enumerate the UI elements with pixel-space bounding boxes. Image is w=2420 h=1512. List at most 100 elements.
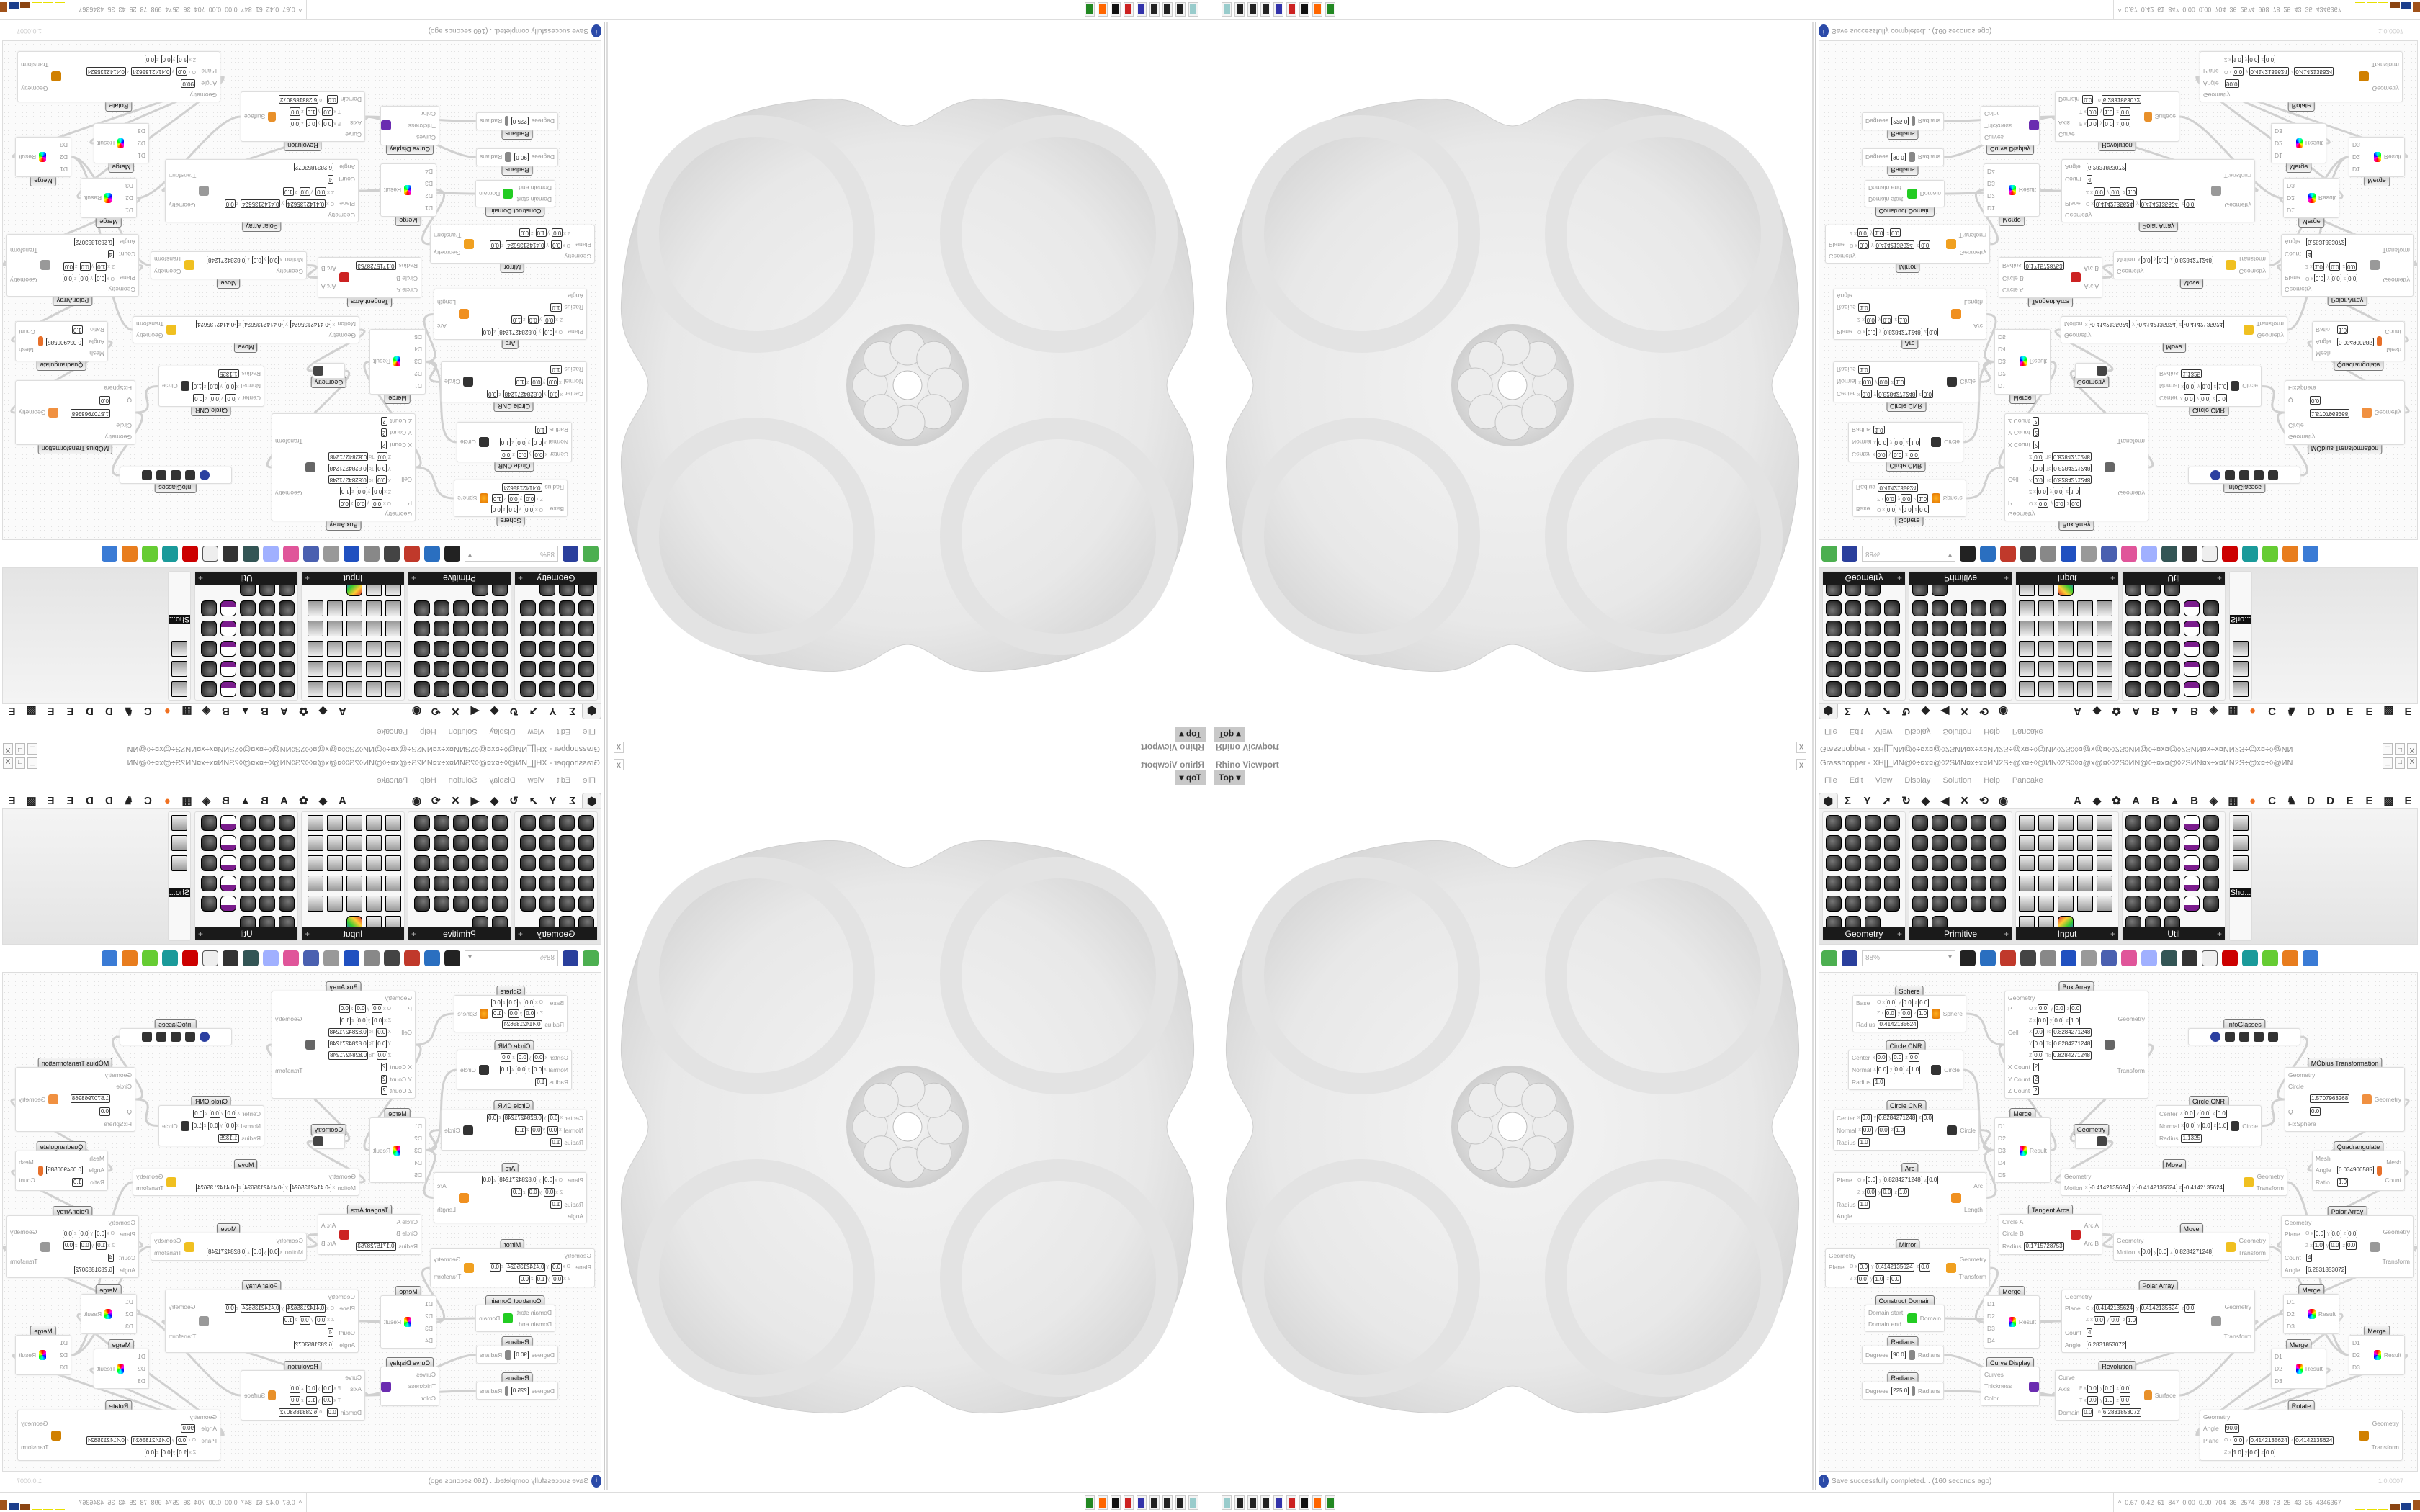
input-param[interactable]: Angle 6.2831853072 [2065,163,2208,172]
component-move[interactable]: Geometry Motion x -0.4142135624 y -0.41421356… [2061,316,2287,343]
value-field[interactable]: y 0.0 [1899,505,1913,514]
menu-item-display[interactable]: Display [489,776,516,785]
output-param[interactable]: Mesh [19,346,34,354]
value-field[interactable]: z 1.0 [514,377,529,387]
component-icon[interactable] [2203,661,2219,677]
tab-13[interactable]: D [2326,794,2334,807]
component-icon[interactable] [327,896,343,912]
expand-icon[interactable]: + [518,573,524,583]
input-param[interactable]: D2 [1998,1135,2017,1142]
new-document-icon[interactable] [1821,950,1837,966]
menu-item-help[interactable]: Help [1984,727,2000,736]
value-field[interactable]: Z x 1.0 [2305,261,2324,271]
component-icon[interactable] [2077,855,2093,871]
value-field[interactable]: z 0.0 [290,107,304,116]
value-field[interactable]: y 0.8284271248 [503,390,546,399]
value-field[interactable]: x 0.0 [532,1065,547,1074]
value-input[interactable]: 0.0 [251,255,263,264]
component-polar-array[interactable]: Geometry Plane O x 0.4142135624 y 0.414213562… [165,1290,359,1353]
value-input[interactable]: 0.0 [2053,1016,2064,1025]
bulb-icon[interactable] [2141,546,2157,562]
value-input[interactable]: 1.0 [2069,1016,2081,1025]
input-param[interactable]: Geometry [2065,1293,2208,1300]
input-param[interactable]: Angle 6.2831853072 [2065,1340,2208,1349]
transform-tab-icon[interactable]: ⟲ [1979,795,1989,807]
value-field[interactable]: 2 [2033,440,2040,449]
wire[interactable] [1978,1129,1995,1151]
notepad-icon[interactable] [1222,2,1232,17]
value-input[interactable]: 1.0 [1894,1125,1906,1135]
value-field[interactable]: 2 [380,428,387,438]
input-param[interactable]: D2 [1998,371,2017,378]
value-input[interactable]: 2 [2033,417,2039,426]
value-input[interactable]: 0.0 [1908,1053,1919,1063]
value-input[interactable]: 6.2831853072 [279,95,319,104]
component-icon[interactable] [492,835,508,851]
component-icon[interactable] [346,855,362,871]
value-field[interactable]: y 0.0 [1890,438,1904,447]
value-input[interactable]: 0.0 [224,1121,236,1130]
value-input[interactable]: 0.4142135624 [1874,240,1914,250]
input-param[interactable]: D4 [414,168,433,176]
value-input[interactable]: 0.8284271248 [2052,475,2092,485]
value-field[interactable]: z 0.0 [487,390,501,399]
value-field[interactable]: 2 [380,1063,387,1072]
wire-display-icon[interactable] [2202,546,2218,562]
value-input[interactable]: 0.0 [508,494,519,503]
panel-label[interactable]: Primitive + [1909,927,2012,940]
value-input[interactable]: 0.0 [2036,487,2048,496]
value-input[interactable]: 0.0 [1892,449,1904,459]
input-param[interactable]: Geometry [2008,510,2102,518]
value-field[interactable]: x 0.0 [1857,390,1872,399]
component-icon[interactable] [1932,876,1948,891]
input-param[interactable]: Base O x 0.0 y 0.0 z 0.0 [490,505,564,514]
value-field[interactable]: Z x 1.0 [96,261,115,271]
component-icon[interactable] [308,600,323,616]
input-param[interactable]: Geometry [64,91,217,99]
component-icon[interactable] [434,600,449,616]
intersect-tab-icon[interactable]: ✕ [451,705,460,717]
value-input[interactable]: -0.4142135624 [2088,1183,2130,1192]
value-field[interactable]: y 0.8284271248 [498,1176,541,1185]
component-icon[interactable] [2145,600,2161,616]
input-param[interactable]: D3 [414,181,433,188]
component-icon[interactable] [327,855,343,871]
component-icon[interactable] [1971,661,1986,677]
input-param[interactable]: Plane O x 0.0 y 0.4142135624 z 0.4142135624 [2203,1436,2356,1445]
input-param[interactable]: D2 [127,1365,145,1372]
value-field[interactable]: O x 0.0 [94,274,115,283]
output-param[interactable]: Radians [480,117,503,125]
component-icon[interactable] [1884,661,1900,677]
value-field[interactable]: z 0.4142135624 [2291,67,2334,76]
value-input[interactable]: 0.8284271248 [328,475,368,485]
component-icon[interactable] [2184,661,2200,677]
email-icon[interactable] [364,950,380,966]
value-input[interactable]: 0.0 [1876,449,1887,459]
component-icon[interactable] [2145,661,2161,677]
component-circle-cnr[interactable]: Center x 0.0 y 0.0 z 0.0 Normal x 0.0 y 0.0 z 1.0 Radi… [1848,422,1963,462]
value-field[interactable]: O x 0.0 [1857,327,1878,336]
component-icon[interactable] [434,621,449,636]
sets-tab-icon[interactable]: Y [1863,794,1871,807]
value-input[interactable]: 0.8284271248 [2173,255,2213,264]
value-input[interactable]: 0.0 [2053,1004,2065,1014]
value-input[interactable]: 1.0 [550,365,562,374]
input-param[interactable]: Z x 0.0 y 0.0 z 1.0 [1837,1188,1948,1197]
input-param[interactable]: Domain start [1868,196,1904,203]
value-input[interactable]: 0.0 [356,1016,367,1025]
chevron-up-icon[interactable]: ^ [298,1499,302,1506]
expand-icon[interactable]: + [198,573,204,583]
component-icon[interactable] [578,681,594,697]
value-input[interactable]: 0.0 [552,228,563,238]
app-icon[interactable] [1260,1495,1270,1510]
value-field[interactable]: Z x 0.0 [315,1315,334,1325]
value-input[interactable]: 1.0 [96,261,107,271]
zoom-level-dropdown[interactable]: 88% [1862,546,1955,562]
output-param[interactable]: Transform [2117,438,2145,445]
value-input[interactable]: 1.0 [2337,1178,2349,1187]
value-input[interactable]: 1.0 [282,1315,295,1325]
value-input[interactable]: 0.0 [356,487,367,496]
value-field[interactable]: y 0.0 [209,1109,223,1118]
